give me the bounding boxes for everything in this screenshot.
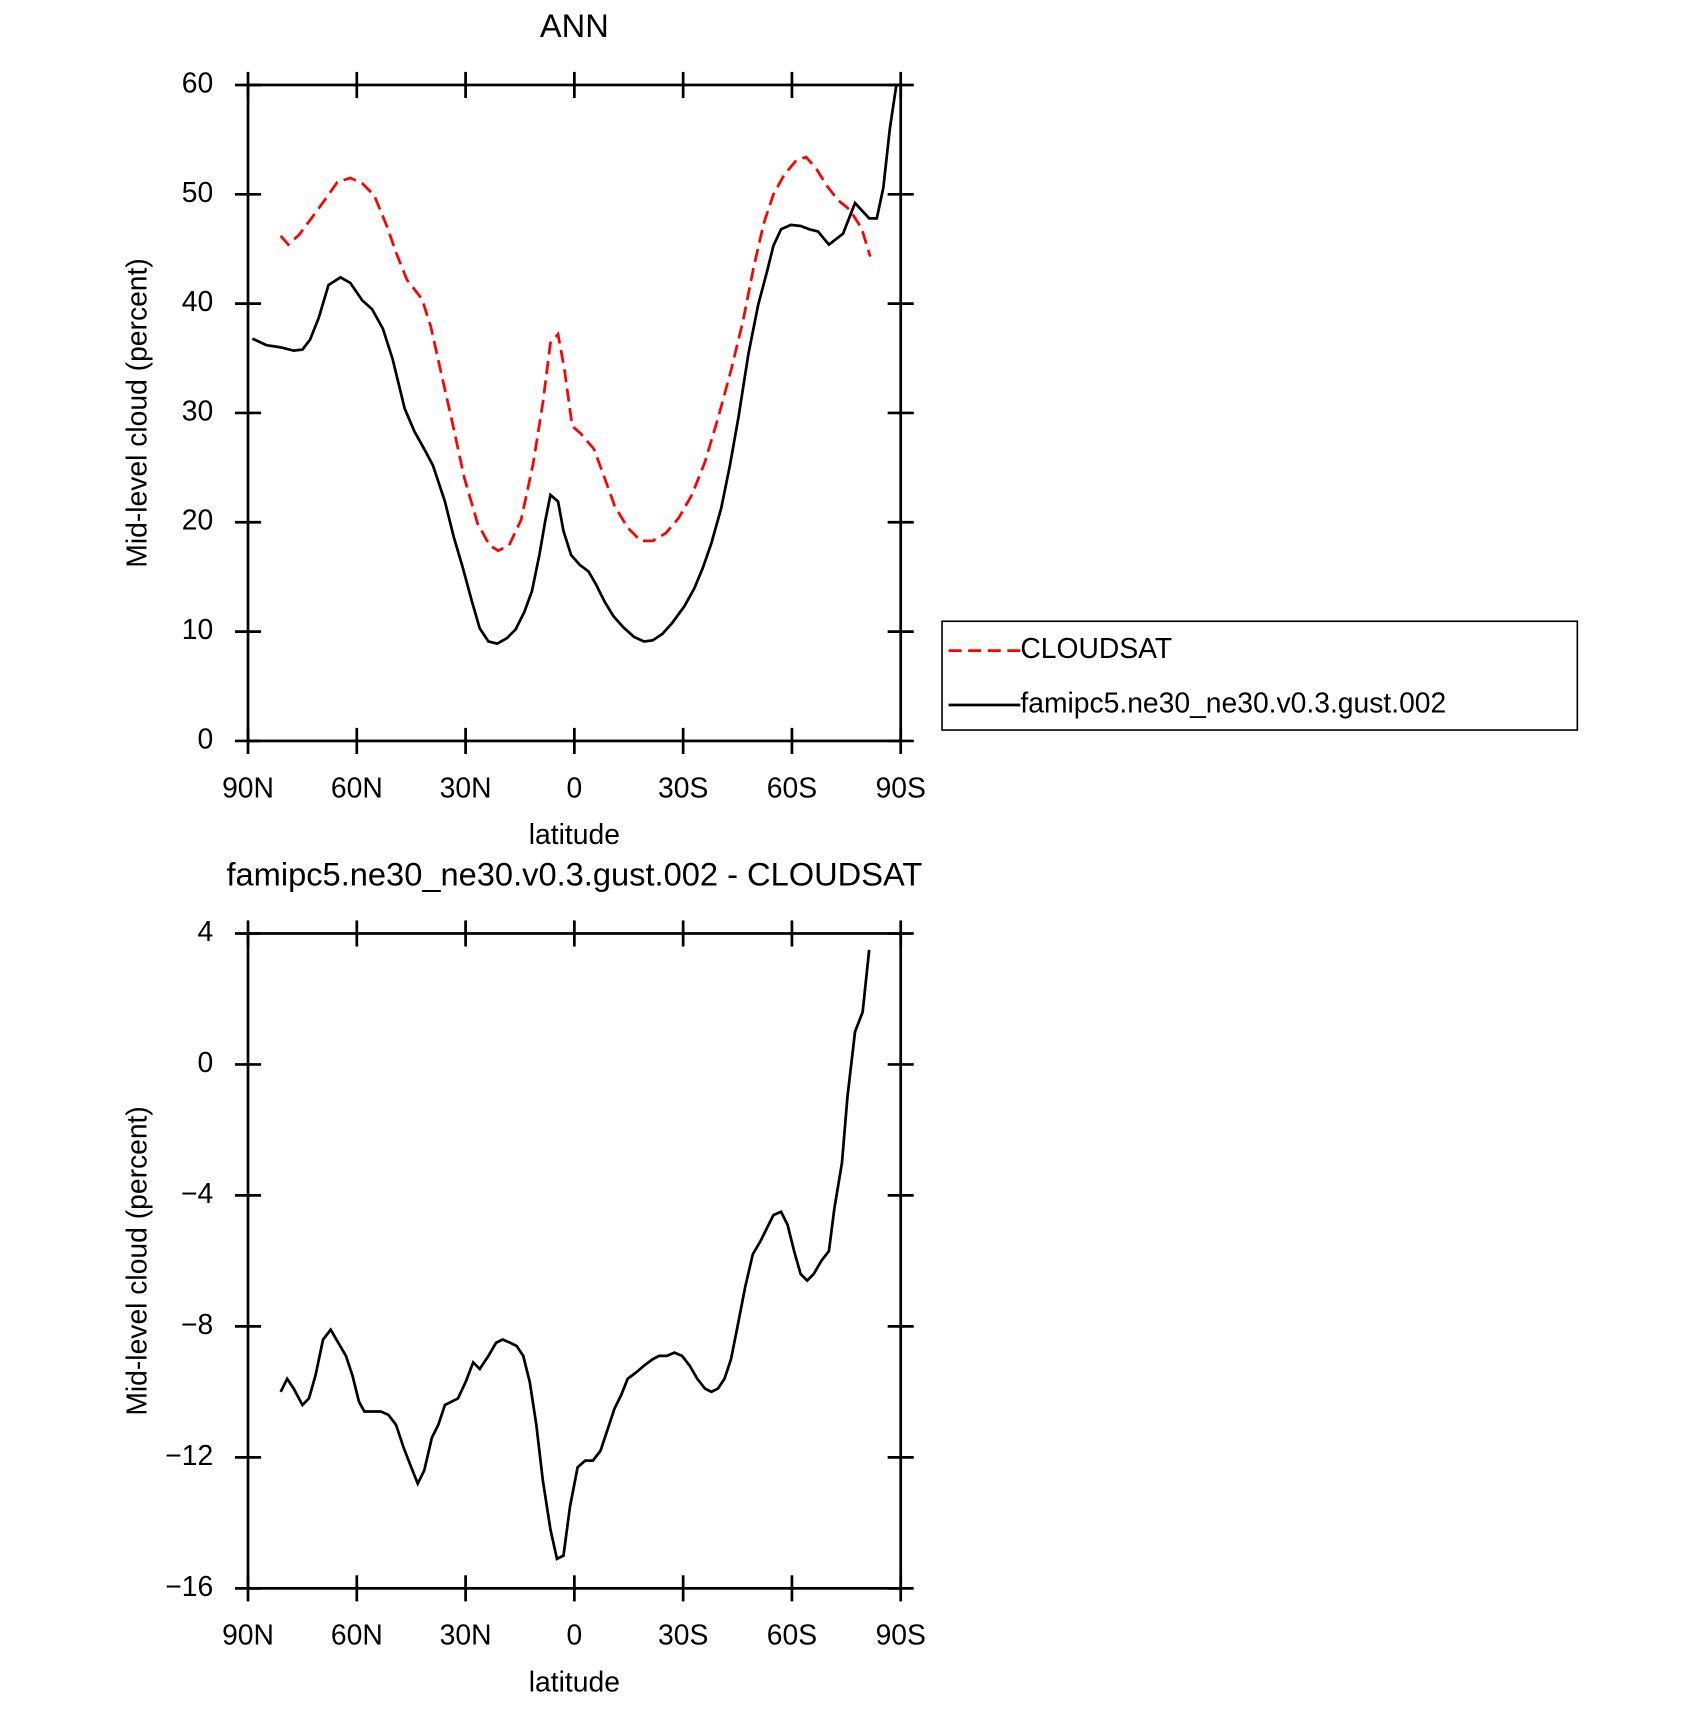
x-tick-label: 60N: [331, 1619, 383, 1651]
x-tick-label: 60S: [767, 771, 817, 803]
x-tick-label: 90S: [876, 1619, 926, 1651]
x-axis-label: latitude: [529, 1666, 620, 1698]
data-line: [279, 949, 871, 1561]
y-tick-label: 10: [182, 613, 213, 645]
x-tick-label: 0: [567, 1619, 583, 1651]
x-tick-label: 90N: [222, 1619, 274, 1651]
y-tick-label: −8: [181, 1308, 213, 1340]
y-tick-label: 60: [182, 66, 213, 98]
x-tick-label: 30S: [658, 1619, 708, 1651]
x-tick-label: 60S: [767, 1619, 817, 1651]
x-tick-label: 30S: [658, 771, 708, 803]
y-tick-label: 20: [182, 504, 213, 536]
y-tick-label: −16: [165, 1570, 213, 1602]
x-tick-label: 90N: [222, 771, 274, 803]
legend-label: famipc5.ne30_ne30.v0.3.gust.002: [1020, 686, 1446, 718]
y-axis-label: Mid-level cloud (percent): [121, 258, 153, 567]
x-axis-label: latitude: [529, 818, 620, 850]
y-tick-label: −12: [165, 1439, 213, 1471]
plot-frame: [246, 83, 903, 743]
x-tick-label: 90S: [876, 771, 926, 803]
x-tick-label: 0: [567, 771, 583, 803]
y-tick-label: 4: [197, 915, 213, 947]
y-axis-label: Mid-level cloud (percent): [121, 1106, 153, 1415]
data-line: [251, 84, 898, 646]
x-tick-label: 30N: [440, 771, 492, 803]
chart-title: famipc5.ne30_ne30.v0.3.gust.002 - CLOUDS…: [226, 856, 922, 893]
y-tick-label: 0: [197, 722, 213, 754]
legend-box: [941, 620, 1579, 731]
legend-label: CLOUDSAT: [1020, 632, 1172, 664]
y-tick-label: 50: [182, 176, 213, 208]
data-line: [279, 155, 872, 553]
y-tick-label: 0: [197, 1046, 213, 1078]
chart-title: ANN: [540, 7, 609, 44]
y-tick-label: −4: [181, 1177, 213, 1209]
x-tick-label: 60N: [331, 771, 383, 803]
y-tick-label: 30: [182, 394, 213, 426]
y-tick-label: 40: [182, 285, 213, 317]
x-tick-label: 30N: [440, 1619, 492, 1651]
